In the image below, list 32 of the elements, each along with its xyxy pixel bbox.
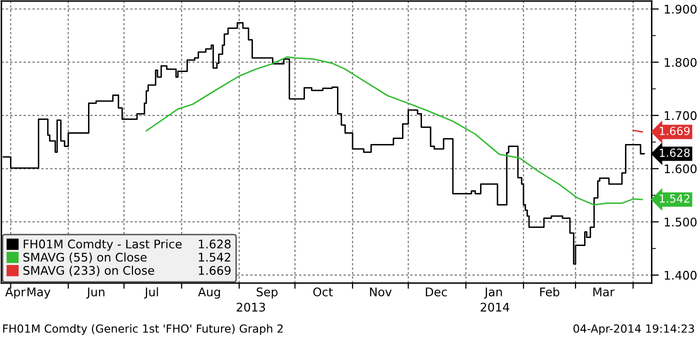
y-tick-label: 1.600 bbox=[664, 164, 697, 174]
text: 04-Apr-2014 19:14:23 bbox=[574, 324, 694, 335]
text: 2014 bbox=[480, 302, 510, 312]
x-tick-label: Oct bbox=[313, 287, 333, 296]
data-label: 1.542 bbox=[660, 194, 690, 203]
x-tick-label: Jan bbox=[484, 288, 502, 299]
text: 1.542 bbox=[198, 252, 230, 262]
text: 2013 bbox=[236, 302, 265, 312]
text: 1.669 bbox=[198, 266, 231, 275]
text: FH01M Comdty (Generic 1st 'FHO' Future) Graph 2 bbox=[3, 324, 283, 335]
y-tick-label: 1.900 bbox=[664, 4, 697, 14]
data-label: 1.628 bbox=[660, 148, 690, 157]
y-tick-label: 1.400 bbox=[664, 270, 697, 280]
y-tick-label: 1.700 bbox=[664, 111, 697, 120]
data-label: 1.669 bbox=[660, 126, 690, 136]
y-tick-label: 1.500 bbox=[664, 218, 697, 227]
legend-label: SMAVG (55) on Close bbox=[23, 252, 147, 264]
x-tick-label: Mar bbox=[593, 288, 615, 296]
x-tick-label: Dec bbox=[426, 288, 447, 296]
x-tick-label: Jul bbox=[144, 287, 158, 299]
y-tick-label: 1.800 bbox=[664, 58, 697, 67]
x-tick-label: Jun bbox=[86, 288, 104, 299]
legend-label: FH01M Comdty - Last Price bbox=[24, 239, 182, 251]
line-series bbox=[146, 56, 644, 206]
x-tick-label: Aug bbox=[198, 288, 220, 299]
x-tick-label: Sep bbox=[256, 287, 278, 299]
legend-label: SMAVG (233) on Close bbox=[23, 266, 154, 276]
x-tick-label: May bbox=[28, 288, 50, 299]
x-tick-label: Apr bbox=[5, 288, 26, 299]
x-tick-label: Feb bbox=[540, 287, 560, 296]
text: 1.628 bbox=[198, 240, 231, 248]
x-tick-label: Nov bbox=[370, 288, 392, 296]
